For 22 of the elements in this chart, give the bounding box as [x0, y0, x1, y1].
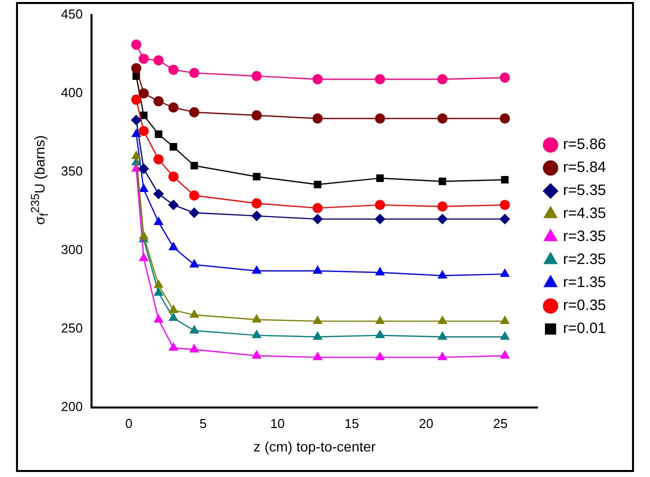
y-tick-label: 350	[60, 164, 83, 178]
x-tick-label: 5	[200, 416, 207, 431]
legend-label: r=5.84	[563, 159, 606, 176]
legend-label: r=4.35	[563, 205, 606, 222]
x-tick-label: 0	[125, 416, 132, 431]
legend-label: r=0.01	[563, 320, 606, 338]
legend-label: r=1.35	[563, 274, 606, 292]
y-tick-label: 250	[60, 320, 83, 336]
x-tick-label: 20	[418, 416, 434, 431]
x-tick-label: 25	[493, 416, 508, 431]
y-tick-label: 450	[60, 6, 83, 22]
legend-label: r=0.35	[563, 297, 606, 314]
legend-label: r=5.35	[563, 182, 606, 200]
legend-label: r=3.35	[563, 228, 606, 246]
legend-label: r=5.86	[563, 136, 606, 154]
y-tick-label: 200	[60, 399, 83, 414]
x-tick-label: 10	[270, 416, 285, 431]
x-tick-label: 15	[344, 416, 360, 431]
x-axis-title: z (cm) top-to-center	[254, 438, 376, 454]
y-tick-label: 300	[60, 242, 83, 258]
legend-label: r=2.35	[563, 251, 606, 268]
y-tick-label: 400	[60, 84, 83, 100]
